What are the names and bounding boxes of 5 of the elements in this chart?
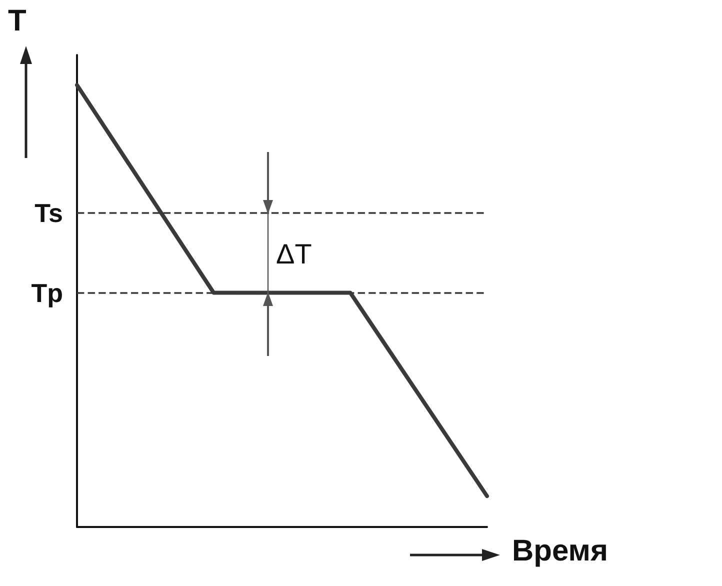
y-axis-title: T (8, 4, 26, 38)
ref-line-label: Ts (34, 198, 63, 228)
x-axis-title: Время (512, 534, 608, 568)
ref-line-label: Tp (31, 278, 63, 308)
annotation: ΔT (276, 238, 312, 270)
